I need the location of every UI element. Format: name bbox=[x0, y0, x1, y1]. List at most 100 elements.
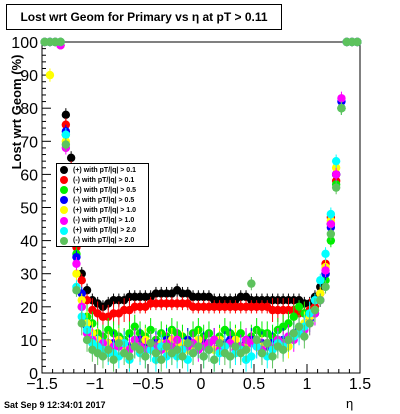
legend-label: (-) with pT/|q| > 0.5 bbox=[73, 196, 135, 204]
legend-label: (+) with pT/|q| > 0.5 bbox=[73, 186, 137, 194]
legend-marker bbox=[60, 186, 68, 195]
data-point bbox=[56, 37, 65, 47]
data-point bbox=[294, 322, 304, 331]
y-tick-label: 10 bbox=[20, 333, 38, 350]
data-point bbox=[268, 352, 277, 361]
data-point bbox=[141, 352, 150, 361]
legend-marker bbox=[60, 176, 68, 185]
data-point bbox=[172, 345, 182, 355]
data-point bbox=[321, 282, 330, 292]
data-point bbox=[321, 266, 330, 275]
data-point bbox=[247, 279, 256, 288]
data-point bbox=[199, 352, 208, 361]
data-point bbox=[300, 332, 309, 341]
data-point bbox=[331, 156, 341, 166]
x-tick-label: 0.5 bbox=[243, 376, 265, 393]
legend-label: (+) with pT/|q| > 2.0 bbox=[73, 227, 137, 235]
data-point bbox=[125, 329, 134, 338]
data-point bbox=[353, 37, 362, 47]
data-point bbox=[114, 339, 124, 348]
data-point bbox=[289, 312, 298, 321]
data-point bbox=[183, 339, 192, 348]
legend-entry: (-) with pT/|q| > 1.0 bbox=[57, 215, 148, 225]
data-point bbox=[331, 170, 341, 179]
data-point bbox=[130, 322, 139, 331]
legend-label: (-) with pT/|q| > 0.1 bbox=[73, 176, 135, 184]
y-tick-label: 70 bbox=[20, 134, 38, 151]
y-tick-label: 0 bbox=[29, 366, 38, 383]
legend-label: (-) with pT/|q| > 2.0 bbox=[73, 237, 135, 245]
legend-entry: (+) with pT/|q| > 1.0 bbox=[57, 205, 148, 215]
legend: (+) with pT/|q| > 0.1 (-) with pT/|q| > … bbox=[56, 163, 149, 247]
y-tick-label: 90 bbox=[20, 68, 38, 85]
x-tick-label: −0.5 bbox=[132, 376, 164, 393]
x-axis-label: η bbox=[346, 396, 354, 411]
legend-label: (-) with pT/|q| > 1.0 bbox=[73, 217, 135, 225]
legend-marker bbox=[60, 236, 68, 245]
data-point bbox=[61, 110, 71, 120]
data-point bbox=[294, 302, 304, 311]
data-point bbox=[66, 153, 76, 163]
data-point bbox=[241, 345, 251, 355]
data-point bbox=[162, 342, 171, 351]
data-point bbox=[247, 352, 256, 361]
data-point bbox=[225, 352, 235, 361]
data-point bbox=[305, 319, 314, 328]
data-point bbox=[257, 348, 267, 358]
y-tick-label: 50 bbox=[20, 201, 38, 218]
data-point bbox=[104, 345, 113, 355]
data-point bbox=[263, 339, 272, 348]
y-axis-label: Lost wrt Geom (%) bbox=[9, 54, 24, 170]
data-point bbox=[337, 94, 346, 103]
x-tick-label: 1.5 bbox=[349, 376, 371, 393]
legend-entry: (-) with pT/|q| > 0.1 bbox=[57, 175, 148, 185]
data-point bbox=[337, 104, 346, 113]
data-point bbox=[289, 329, 298, 338]
y-tick-label: 40 bbox=[20, 234, 38, 251]
y-tick-label: 20 bbox=[20, 300, 38, 317]
data-point bbox=[72, 286, 81, 295]
data-point bbox=[77, 319, 86, 328]
legend-marker bbox=[60, 166, 68, 175]
data-point bbox=[284, 335, 293, 345]
data-point bbox=[61, 130, 71, 139]
data-point bbox=[326, 219, 336, 229]
data-point bbox=[109, 355, 118, 364]
data-point bbox=[316, 295, 325, 305]
data-point bbox=[77, 276, 86, 285]
data-point bbox=[194, 342, 203, 351]
data-point bbox=[284, 319, 293, 328]
legend-marker bbox=[60, 226, 68, 235]
data-point bbox=[157, 355, 166, 364]
legend-entry: (+) with pT/|q| > 0.1 bbox=[57, 165, 148, 175]
x-tick-label: −1.5 bbox=[26, 376, 58, 393]
legend-entry: (-) with pT/|q| > 2.0 bbox=[57, 236, 148, 246]
data-point bbox=[188, 348, 198, 358]
x-tick-label: 1 bbox=[303, 376, 312, 393]
legend-marker bbox=[60, 216, 68, 225]
y-tick-label: 60 bbox=[20, 167, 38, 184]
legend-entry: (+) with pT/|q| > 0.5 bbox=[57, 185, 148, 195]
data-point bbox=[45, 70, 55, 80]
data-point bbox=[252, 335, 261, 345]
timestamp: Sat Sep 9 12:34:01 2017 bbox=[4, 400, 106, 410]
data-point bbox=[146, 339, 155, 348]
x-tick-label: 0 bbox=[197, 376, 206, 393]
data-point bbox=[151, 348, 161, 358]
legend-marker bbox=[60, 196, 68, 205]
data-point bbox=[326, 229, 336, 239]
data-point bbox=[331, 183, 341, 192]
y-tick-label: 100 bbox=[11, 35, 38, 52]
data-point bbox=[98, 352, 108, 361]
data-point bbox=[310, 305, 320, 315]
data-point bbox=[72, 259, 81, 268]
data-point bbox=[178, 352, 187, 361]
data-point bbox=[125, 352, 134, 361]
data-point bbox=[278, 345, 288, 355]
data-point bbox=[61, 140, 71, 149]
data-point bbox=[231, 342, 240, 351]
y-tick-label: 30 bbox=[20, 267, 38, 284]
data-point bbox=[236, 329, 245, 338]
legend-entry: (+) with pT/|q| > 2.0 bbox=[57, 226, 148, 236]
